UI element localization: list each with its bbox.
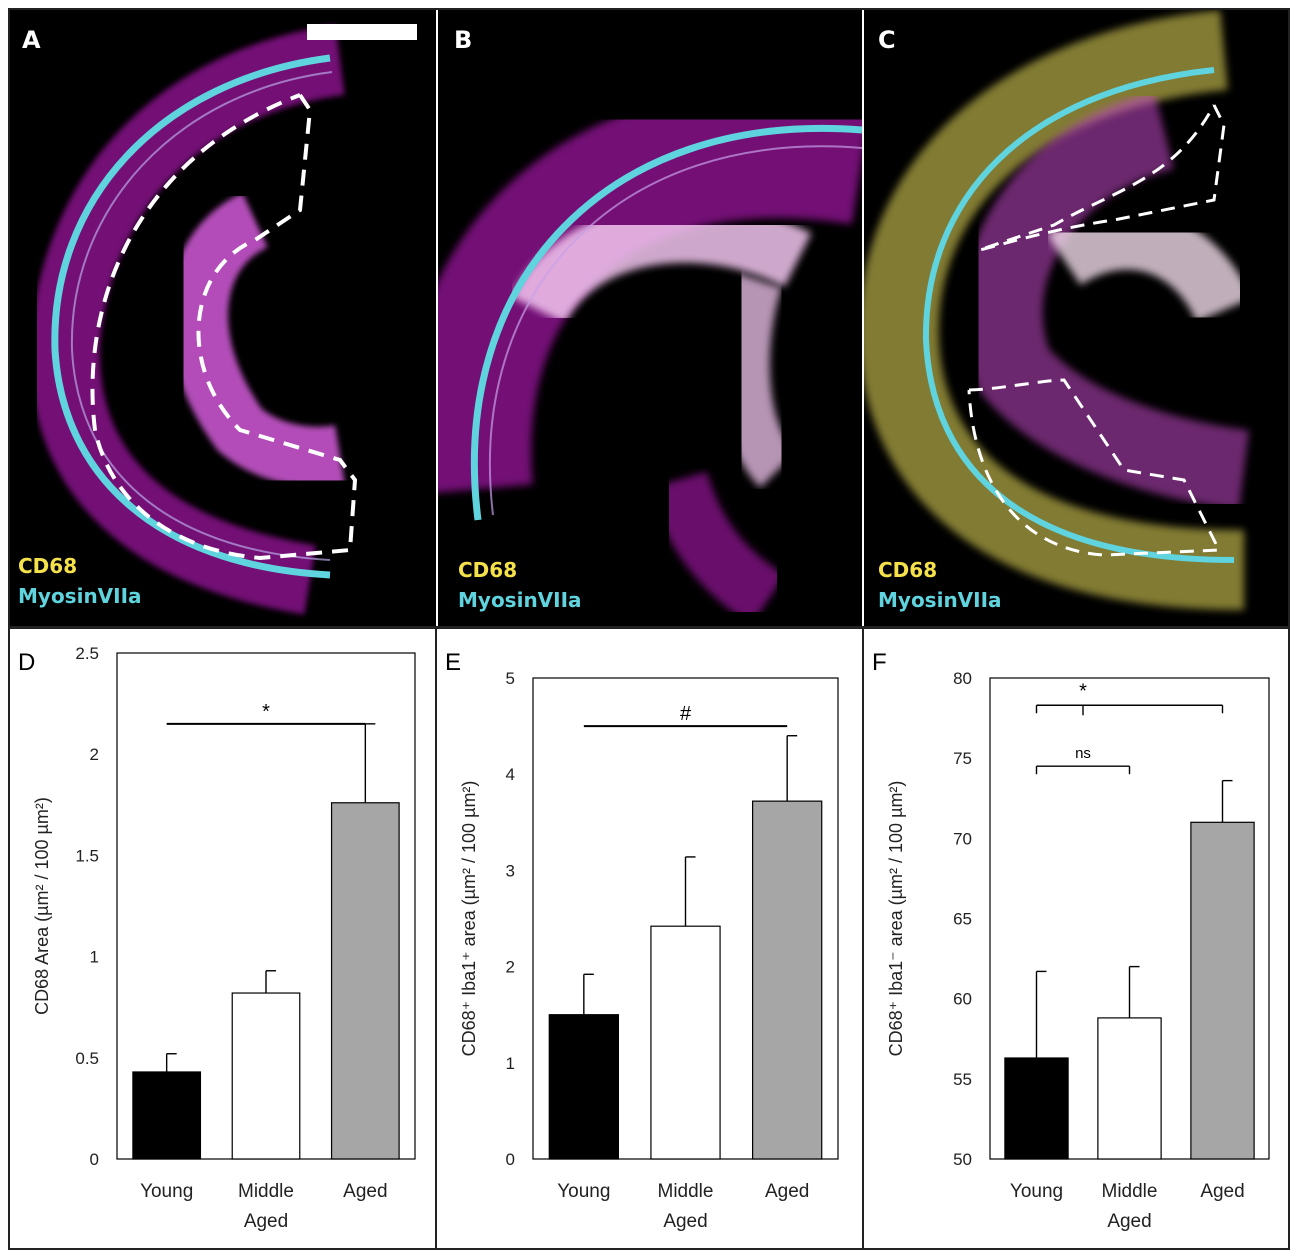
y-axis-label: CD68 Area (µm² / 100 µm²) <box>32 797 52 1015</box>
y-tick-label: 0.5 <box>75 1049 99 1068</box>
bar-middle-aged <box>1097 1017 1162 1160</box>
chart-panel-e: E 0 1 2 3 4 5 CD68⁺ Iba1⁺ area (µm² / 100 µm²) Y… <box>437 630 862 1248</box>
category-label: Aged <box>1200 1181 1244 1202</box>
y-tick-label: 70 <box>953 829 972 848</box>
column-divider-1 <box>435 629 437 1248</box>
significance-marker: * <box>262 701 270 723</box>
y-axis-label: CD68⁺ Iba1⁺ area (µm² / 100 µm²) <box>459 781 479 1057</box>
chart-panel-label: E <box>445 649 461 676</box>
category-label: Middle <box>658 1181 714 1202</box>
bar-young <box>1004 1057 1069 1160</box>
y-axis-label: CD68⁺ Iba1⁻ area (µm² / 100 µm²) <box>886 781 906 1057</box>
stain-label-myosin-a: MyosinVIIa <box>18 584 142 608</box>
y-tick-label: 60 <box>953 990 972 1009</box>
y-tick-label: 50 <box>953 1150 972 1169</box>
category-label: Aged <box>343 1181 387 1202</box>
significance-marker: # <box>680 703 692 725</box>
micrograph-c-drawing <box>864 10 1252 610</box>
chart-f-svg: F 50 55 60 65 70 75 80 CD68⁺ Iba1⁻ area (µm² / 1… <box>872 649 1270 1232</box>
bar-young <box>132 1071 202 1160</box>
significance-marker: ns <box>1075 745 1091 762</box>
row-divider <box>10 626 1290 629</box>
bar-aged <box>330 802 400 1160</box>
y-tick-label: 1 <box>90 948 99 967</box>
y-tick-label: 0 <box>90 1150 99 1169</box>
category-label: Middle <box>238 1181 294 1202</box>
bar-young <box>548 1014 620 1160</box>
category-label: Aged <box>244 1211 288 1232</box>
micrograph-panel-a: A CD68 MyosinVIIa <box>10 10 436 626</box>
column-divider-2 <box>862 629 864 1248</box>
category-label: Young <box>140 1181 193 1202</box>
y-tick-label: 0 <box>506 1150 515 1169</box>
y-tick-label: 4 <box>506 765 515 784</box>
figure-frame <box>8 8 1290 1250</box>
stain-label-cd68-a: CD68 <box>18 554 78 578</box>
category-label: Middle <box>1102 1181 1158 1202</box>
chart-panel-f: F 50 55 60 65 70 75 80 CD68⁺ Iba1⁻ area (µm² / 1… <box>864 630 1288 1248</box>
y-tick-label: 5 <box>506 669 515 688</box>
panel-label-c: C <box>878 26 896 54</box>
bar-middle-aged <box>231 992 301 1160</box>
y-tick-label: 75 <box>953 749 972 768</box>
bar-aged <box>752 800 823 1160</box>
significance-marker: * <box>1079 680 1087 702</box>
stain-label-cd68-b: CD68 <box>458 558 518 582</box>
y-tick-label: 1.5 <box>75 846 99 865</box>
y-tick-label: 55 <box>953 1070 972 1089</box>
micrograph-b-drawing <box>438 88 862 625</box>
category-label: Young <box>1010 1181 1063 1202</box>
micrograph-a-drawing <box>29 24 417 615</box>
stain-label-myosin-b: MyosinVIIa <box>458 588 582 612</box>
bar-middle-aged <box>650 925 721 1160</box>
y-tick-label: 1 <box>506 1054 515 1073</box>
y-tick-label: 2.5 <box>75 644 99 663</box>
stain-label-myosin-c: MyosinVIIa <box>878 588 1002 612</box>
y-tick-label: 2 <box>506 958 515 977</box>
bar-aged <box>1190 821 1255 1160</box>
y-tick-label: 65 <box>953 910 972 929</box>
micrograph-panel-c: C CD68 MyosinVIIa <box>864 10 1288 626</box>
category-label: Aged <box>1107 1211 1151 1232</box>
y-tick-label: 2 <box>90 745 99 764</box>
y-tick-label: 3 <box>506 861 515 880</box>
chart-panel-label: D <box>18 649 35 676</box>
category-label: Aged <box>765 1181 809 1202</box>
category-label: Aged <box>663 1211 707 1232</box>
panel-label-b: B <box>454 26 473 54</box>
chart-panel-label: F <box>872 649 887 676</box>
y-tick-label: 80 <box>953 669 972 688</box>
chart-d-svg: D 0 0.5 1 1.5 2 2.5 CD68 Area (µm² / 100 µm²) Yo… <box>18 644 416 1232</box>
chart-panel-d: D 0 0.5 1 1.5 2 2.5 CD68 Area (µm² / 100 µm²) Yo… <box>10 630 435 1248</box>
chart-e-svg: E 0 1 2 3 4 5 CD68⁺ Iba1⁺ area (µm² / 100 µm²) Y… <box>445 649 839 1232</box>
panel-label-a: A <box>22 26 41 54</box>
micrograph-panel-b: B CD68 MyosinVIIa <box>438 10 862 626</box>
stain-label-cd68-c: CD68 <box>878 558 938 582</box>
category-label: Young <box>557 1181 610 1202</box>
